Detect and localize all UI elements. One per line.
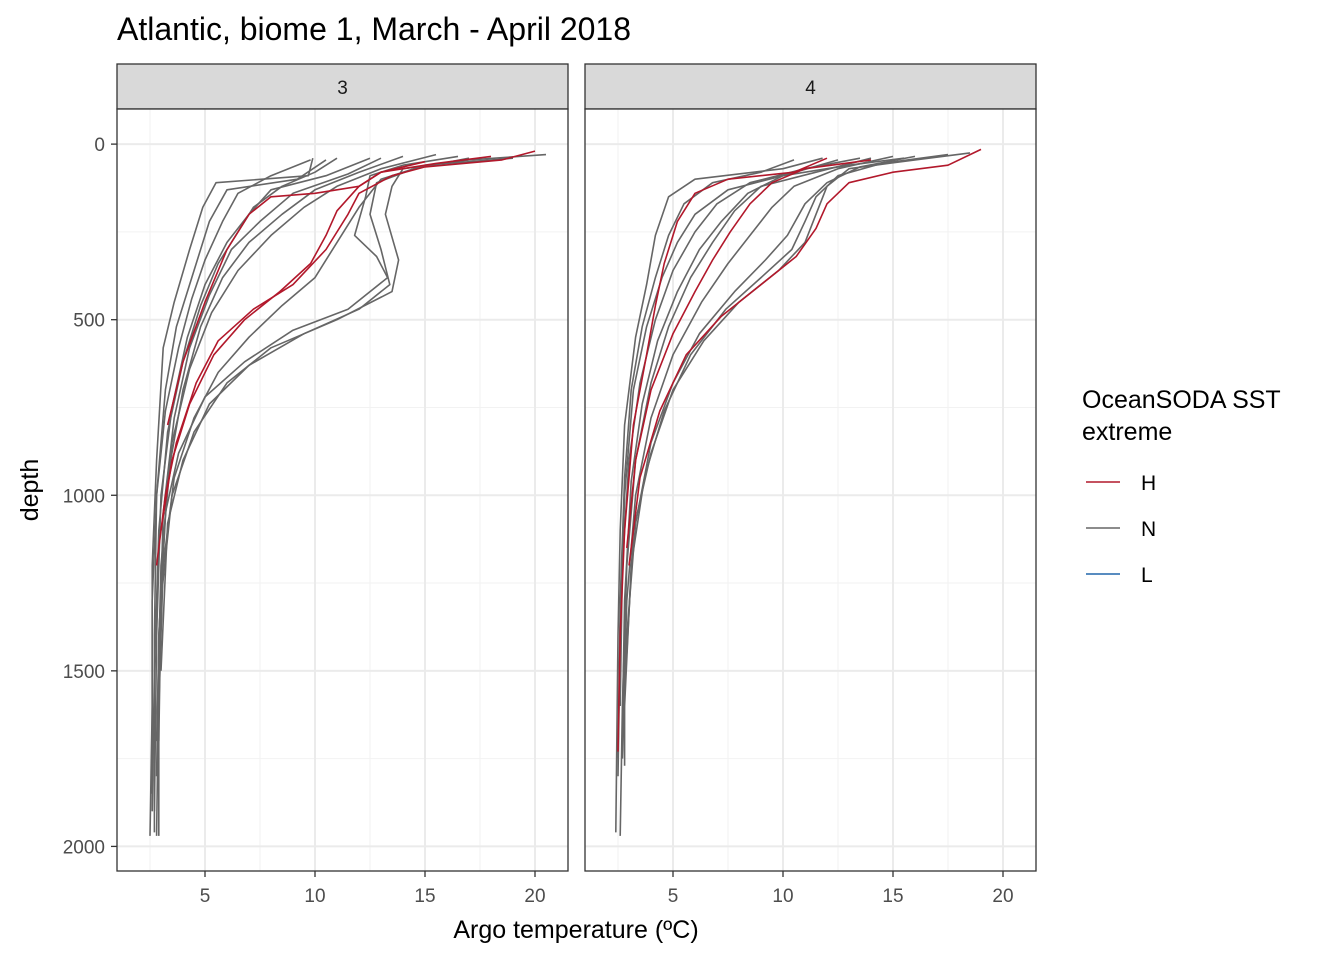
facet-panels: 3 5 10 15 20 0 500 1000 1500 2000 4 5 10 15 20 (63, 63, 1037, 907)
y-tick-label: 0 (94, 135, 105, 156)
legend-title-line1: OceanSODA SST (1082, 386, 1281, 414)
legend-title-line2: extreme (1082, 418, 1172, 446)
legend: OceanSODA SST extreme HNL (1082, 386, 1281, 587)
profile-line-N-11 (151, 159, 311, 794)
legend-entries: HNL (1086, 472, 1156, 587)
y-tick-label: 2000 (63, 837, 105, 858)
x-tick-label: 10 (772, 886, 793, 907)
x-tick-label: 10 (304, 886, 325, 907)
y-tick-label: 500 (73, 311, 105, 332)
profile-line-N-0 (615, 157, 823, 833)
chart-title: Atlantic, biome 1, March - April 2018 (117, 11, 631, 47)
x-tick-label: 15 (882, 886, 903, 907)
y-tick-label: 1000 (63, 486, 105, 507)
profile-line-H-1 (617, 157, 828, 752)
panel-border (116, 108, 569, 872)
y-tick-label: 1500 (63, 662, 105, 683)
facet-strip (584, 63, 1037, 110)
profile-line-N-1 (153, 159, 327, 833)
x-tick-label: 20 (992, 886, 1013, 907)
profile-line-H-0 (628, 148, 982, 566)
panel-background (585, 109, 1036, 871)
x-tick-label: 20 (524, 886, 545, 907)
profile-line-N-5 (623, 153, 949, 766)
profile-line-N-9 (158, 157, 514, 707)
profile-line-N-6 (158, 155, 459, 836)
facet-strip (116, 63, 569, 110)
x-tick-label: 5 (668, 886, 679, 907)
profile-line-H-2 (626, 159, 872, 548)
x-tick-label: 5 (200, 886, 211, 907)
profile-line-N-8 (158, 153, 547, 742)
x-axis-title: Argo temperature (ºC) (453, 916, 698, 944)
profile-line-H-0 (155, 150, 536, 566)
y-axis-title: depth (16, 459, 44, 522)
legend-label-L: L (1141, 564, 1153, 587)
profile-line-H-2 (166, 160, 426, 426)
panel-background (117, 109, 568, 871)
panel-3: 3 5 10 15 20 0 500 1000 1500 2000 (63, 63, 569, 907)
facet-strip-label: 4 (805, 78, 816, 99)
x-tick-label: 15 (414, 886, 435, 907)
panel-border (584, 108, 1037, 872)
legend-label-N: N (1141, 518, 1156, 541)
profile-line-N-3 (621, 155, 894, 742)
legend-label-H: H (1141, 472, 1156, 495)
panel-4: 4 5 10 15 20 (584, 63, 1037, 907)
facet-strip-label: 3 (337, 78, 348, 99)
